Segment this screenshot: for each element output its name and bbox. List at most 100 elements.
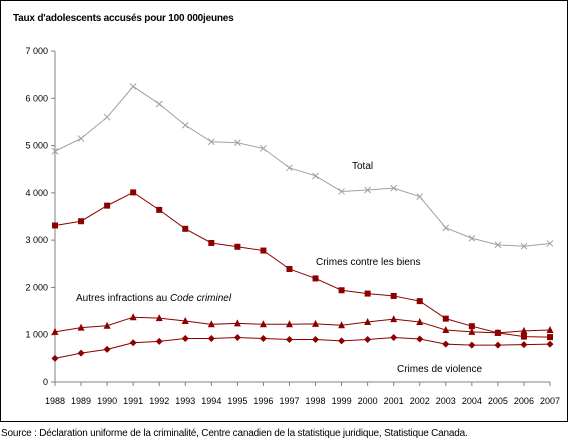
x-tick-label: 1996 [253,396,273,406]
x-tick-label: 2004 [462,396,482,406]
data-point [285,320,293,328]
data-point [51,327,59,335]
x-tick-label: 2005 [488,396,508,406]
data-point [130,189,137,196]
annotation-other-prefix: Autres infractions au [76,293,170,304]
data-point [312,335,320,343]
data-point [468,341,476,349]
data-point [416,317,424,325]
data-point [520,341,528,349]
data-point [51,147,59,155]
y-axis: 0 1 000 2 000 3 000 4 000 5 000 6 000 7 000 [25,46,56,387]
data-point [77,323,85,331]
data-point [155,337,163,345]
data-point [155,100,163,108]
data-point [285,335,293,343]
data-point [312,319,320,327]
data-point [416,335,424,343]
y-tick-label: 2 000 [25,282,48,292]
series-layer [51,83,554,362]
data-point [442,224,450,232]
annotation-total: Total [352,161,373,172]
data-point [390,315,398,323]
data-point [390,184,398,192]
data-point [51,354,59,362]
data-point [77,135,85,142]
data-point [390,334,398,342]
x-tick-label: 1992 [149,396,169,406]
data-point [442,340,450,348]
data-point [181,334,189,342]
data-point [234,243,241,250]
data-point [207,138,215,146]
data-point [182,225,189,232]
data-point [103,113,111,121]
series-1 [52,189,553,341]
data-point [364,317,372,325]
y-tick-label: 3 000 [25,235,48,245]
x-tick-label: 1994 [201,396,221,406]
data-point [520,333,527,340]
data-point [468,323,475,330]
x-tick-label: 1993 [175,396,195,406]
data-point [104,202,111,209]
data-point [390,292,397,299]
data-point [129,339,137,347]
series-0 [51,83,554,250]
data-point [312,172,319,180]
x-tick-label: 1998 [306,396,326,406]
x-tick-label: 2001 [384,396,404,406]
x-tick-label: 1988 [45,396,65,406]
data-point [286,164,293,172]
y-tick-label: 0 [43,377,48,387]
x-tick-label: 1997 [279,396,299,406]
data-point [494,328,502,336]
x-tick-label: 2007 [540,396,560,406]
data-point [494,341,502,349]
series-3 [51,334,554,362]
series-line [54,316,551,334]
x-tick-label: 2003 [436,396,456,406]
x-tick-label: 1995 [227,396,247,406]
series-line [54,191,551,338]
data-point [468,234,476,242]
x-tick-label: 2006 [514,396,534,406]
data-point [338,321,346,329]
source-note: Source : Déclaration uniforme de la crim… [1,428,468,439]
annotation-layer: Total Crimes contre les biens Autres inf… [76,161,482,375]
data-point [364,290,371,297]
data-point [520,242,528,250]
y-tick-label: 6 000 [25,93,48,103]
data-point [364,335,372,343]
data-point [156,206,163,213]
data-point [286,265,293,272]
data-point [468,327,476,335]
data-point [234,139,241,147]
x-tick-label: 1989 [71,396,91,406]
annotation-other-offences: Autres infractions au Code criminel [76,293,232,304]
series-2 [51,313,554,336]
data-point [52,222,58,229]
data-point [520,326,528,334]
data-point [442,315,449,322]
data-point [129,313,137,321]
data-point [364,186,371,194]
data-point [312,275,319,282]
data-point [416,193,424,200]
x-tick-label: 2002 [410,396,430,406]
x-axis: 1988 1989 1990 1991 1992 1993 1994 1995 1996 1997… [45,381,560,406]
x-tick-label: 1990 [97,396,117,406]
data-point [259,334,267,342]
x-tick-label: 1991 [123,396,143,406]
data-point [77,349,85,357]
annotation-other-italic: Code criminel [170,293,232,304]
x-tick-label: 2000 [358,396,378,406]
data-point [208,239,215,246]
data-point [546,325,554,333]
data-point [494,241,502,249]
data-point [546,240,554,247]
y-tick-label: 7 000 [25,46,48,56]
line-chart: 0 1 000 2 000 3 000 4 000 5 000 6 000 7 000 198… [25,46,560,406]
series-line [54,337,551,359]
data-point [78,218,85,225]
